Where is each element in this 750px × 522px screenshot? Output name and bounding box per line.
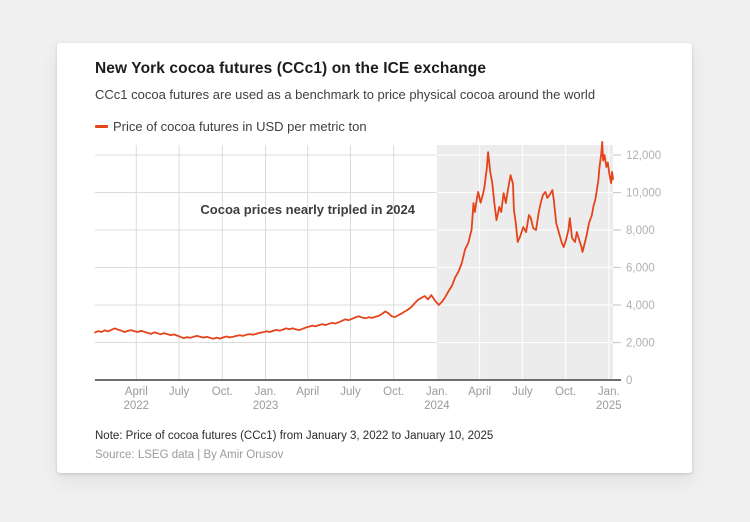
y-tick-label: 10,000	[626, 188, 661, 200]
x-tick-label: April	[296, 386, 319, 398]
y-tick-label: 2,000	[626, 338, 655, 350]
x-tick-label: April	[468, 386, 491, 398]
x-tick-label: Jan.	[426, 386, 448, 398]
x-tick-year-label: 2024	[424, 400, 450, 412]
legend-label: Price of cocoa futures in USD per metric…	[113, 119, 367, 134]
x-tick-label: Jan.	[598, 386, 620, 398]
chart-source: Source: LSEG data | By Amir Orusov	[95, 449, 284, 461]
chart-subtitle: CCc1 cocoa futures are used as a benchma…	[95, 87, 596, 102]
y-tick-label: 8,000	[626, 225, 655, 237]
x-tick-label: Oct.	[383, 386, 404, 398]
x-tick-label: Jan.	[255, 386, 277, 398]
chart-legend: Price of cocoa futures in USD per metric…	[95, 119, 367, 134]
cocoa-price-line-chart: 0 2,000 4,000 6,000 8,000 10,000 12,000 April 20…	[94, 141, 661, 412]
chart-annotation: Cocoa prices nearly tripled in 2024	[200, 202, 415, 217]
x-tick-label: Oct.	[555, 386, 576, 398]
x-tick-year-label: 2025	[596, 400, 622, 412]
x-tick-label: July	[169, 386, 190, 398]
y-tick-label: 0	[626, 375, 632, 387]
chart-title: New York cocoa futures (CCc1) on the ICE…	[95, 60, 487, 77]
y-tick-label: 12,000	[626, 150, 661, 162]
x-tick-year-label: 2023	[253, 400, 279, 412]
chart-note: Note: Price of cocoa futures (CCc1) from…	[95, 430, 494, 442]
y-tick-label: 6,000	[626, 263, 655, 275]
y-tick-label: 4,000	[626, 300, 655, 312]
x-tick-label: July	[340, 386, 361, 398]
x-tick-label: April	[125, 386, 148, 398]
x-tick-year-label: 2022	[124, 400, 150, 412]
highlight-region-2024	[436, 145, 613, 380]
x-tick-label: Oct.	[212, 386, 233, 398]
x-tick-label: July	[512, 386, 533, 398]
price-line	[94, 141, 614, 340]
legend-line-swatch	[95, 125, 108, 128]
chart-card: New York cocoa futures (CCc1) on the ICE…	[57, 43, 692, 473]
